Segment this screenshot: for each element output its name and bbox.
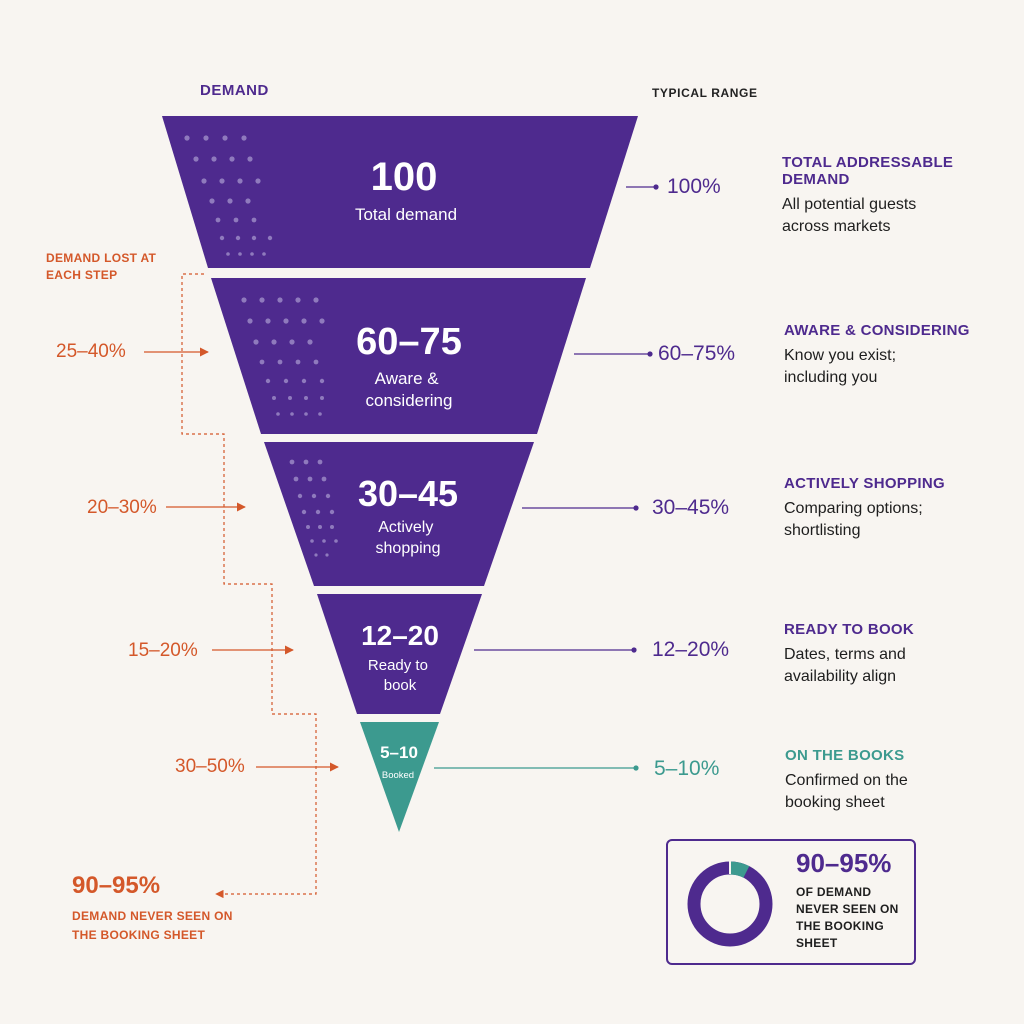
range-shopping: 30–45% (652, 496, 730, 519)
funnel-segment-total (162, 116, 638, 268)
lost-pct-shopping: 20–30% (87, 497, 157, 518)
range-booked: 5–10% (654, 757, 720, 780)
stage-label-ready-line1: Ready to (368, 657, 428, 674)
summary-box (666, 839, 916, 965)
lost-pct-ready: 15–20% (128, 640, 198, 661)
dot-pattern-aware (241, 297, 325, 416)
summary-text: OF DEMAND NEVER SEEN ON THE BOOKING SHEE… (796, 885, 899, 950)
lost-pct-aware: 25–40% (56, 341, 126, 362)
lost-pct-booked: 30–50% (175, 756, 245, 777)
funnel-segment-shopping (264, 442, 534, 586)
stage-label-ready-line2: book (384, 677, 417, 694)
funnel-segment-ready (317, 594, 482, 714)
stage-value-total: 100 (371, 155, 438, 199)
desc-body-total: All potential guests across markets (782, 196, 917, 235)
demand-header: DEMAND (200, 82, 269, 99)
summary-donut (687, 861, 773, 947)
desc-body-booked: Confirmed on the booking sheet (785, 772, 908, 811)
stage-value-booked: 5–10 (380, 743, 418, 762)
never-seen-percent: 90–95% (72, 872, 161, 899)
funnel-segment-aware (211, 278, 586, 434)
stage-label-shopping: Actively shopping (376, 519, 441, 557)
stage-value-ready: 12–20 (361, 620, 439, 651)
stage-label-aware-line2: considering (366, 391, 453, 410)
stage-label-total: Total demand (355, 205, 457, 224)
summary-percent: 90–95% (796, 848, 892, 878)
range-connectors (434, 184, 659, 771)
desc-body-shopping: Comparing options; shortlisting (784, 500, 923, 539)
desc-body-aware: Know you exist; including you (784, 347, 897, 386)
stage-label-aware-line1: Aware & (375, 369, 440, 388)
range-aware: 60–75% (658, 342, 736, 365)
range-ready: 12–20% (652, 638, 730, 661)
desc-title-aware: AWARE & CONSIDERING (784, 322, 970, 339)
stage-value-aware: 60–75 (356, 321, 462, 363)
stage-label-shopping-line2: shopping (376, 540, 441, 557)
dot-pattern-shopping (289, 459, 338, 557)
desc-title-total: TOTAL ADDRESSABLE DEMAND (782, 154, 954, 188)
demand-lost-header: DEMAND LOST AT EACH STEP (46, 251, 157, 282)
stage-label-aware: Aware & considering (366, 369, 453, 410)
desc-booked: ON THE BOOKS Confirmed on the booking sh… (785, 747, 1015, 814)
stage-value-shopping: 30–45 (358, 473, 458, 514)
stage-label-booked: Booked (382, 770, 414, 781)
stage-label-ready: Ready to book (368, 657, 432, 694)
desc-total: TOTAL ADDRESSABLE DEMAND All potential g… (782, 154, 1012, 238)
range-total: 100% (667, 175, 721, 198)
desc-shopping: ACTIVELY SHOPPING Comparing options; sho… (784, 475, 1014, 542)
desc-title-ready: READY TO BOOK (784, 621, 915, 638)
dot-pattern-total (184, 135, 273, 256)
stage-label-shopping-line1: Actively (378, 519, 433, 536)
desc-title-shopping: ACTIVELY SHOPPING (784, 475, 945, 492)
desc-aware: AWARE & CONSIDERING Know you exist; incl… (784, 322, 1014, 389)
lost-demand-connector (181, 273, 317, 899)
never-seen-text: DEMAND NEVER SEEN ON THE BOOKING SHEET (72, 909, 233, 942)
desc-title-booked: ON THE BOOKS (785, 747, 905, 764)
lost-arrows (144, 347, 339, 772)
typical-range-header: TYPICAL RANGE (652, 86, 758, 100)
desc-ready: READY TO BOOK Dates, terms and availabil… (784, 621, 1014, 688)
desc-body-ready: Dates, terms and availability align (784, 646, 906, 685)
funnel-segment-booked (360, 722, 439, 832)
